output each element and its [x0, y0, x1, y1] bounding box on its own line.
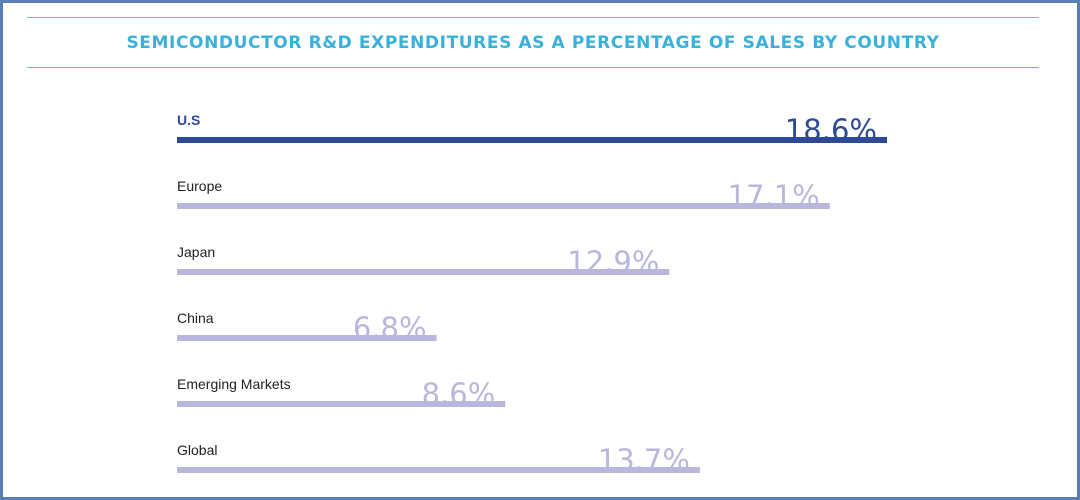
title-rule-bottom: [27, 67, 1039, 68]
bar-emerging-markets: [177, 401, 506, 407]
category-label-europe: Europe: [177, 178, 222, 194]
category-label-emerging-markets: Emerging Markets: [177, 376, 291, 392]
value-label-u-s: 18.6%: [785, 113, 877, 147]
chart-title: SEMICONDUCTOR R&D EXPENDITURES AS A PERC…: [126, 33, 940, 53]
category-label-china: China: [177, 310, 214, 326]
category-label-japan: Japan: [177, 244, 215, 260]
value-label-china: 6.8%: [353, 311, 427, 345]
bar-china: [177, 335, 437, 341]
value-label-europe: 17.1%: [728, 179, 820, 213]
bar-chart: U.S 18.6% Europe 17.1% Japan 12.9% China 6.8% Em…: [177, 112, 887, 477]
category-label-global: Global: [177, 442, 217, 458]
bar-u-s: [177, 137, 887, 143]
category-label-u-s: U.S: [177, 112, 200, 128]
value-label-japan: 12.9%: [567, 245, 659, 279]
bar-japan: [177, 269, 670, 275]
bar-europe: [177, 203, 830, 209]
title-rule-top: [27, 17, 1039, 18]
value-label-emerging-markets: 8.6%: [422, 377, 496, 411]
bar-global: [177, 467, 700, 473]
value-label-global: 13.7%: [598, 443, 690, 477]
